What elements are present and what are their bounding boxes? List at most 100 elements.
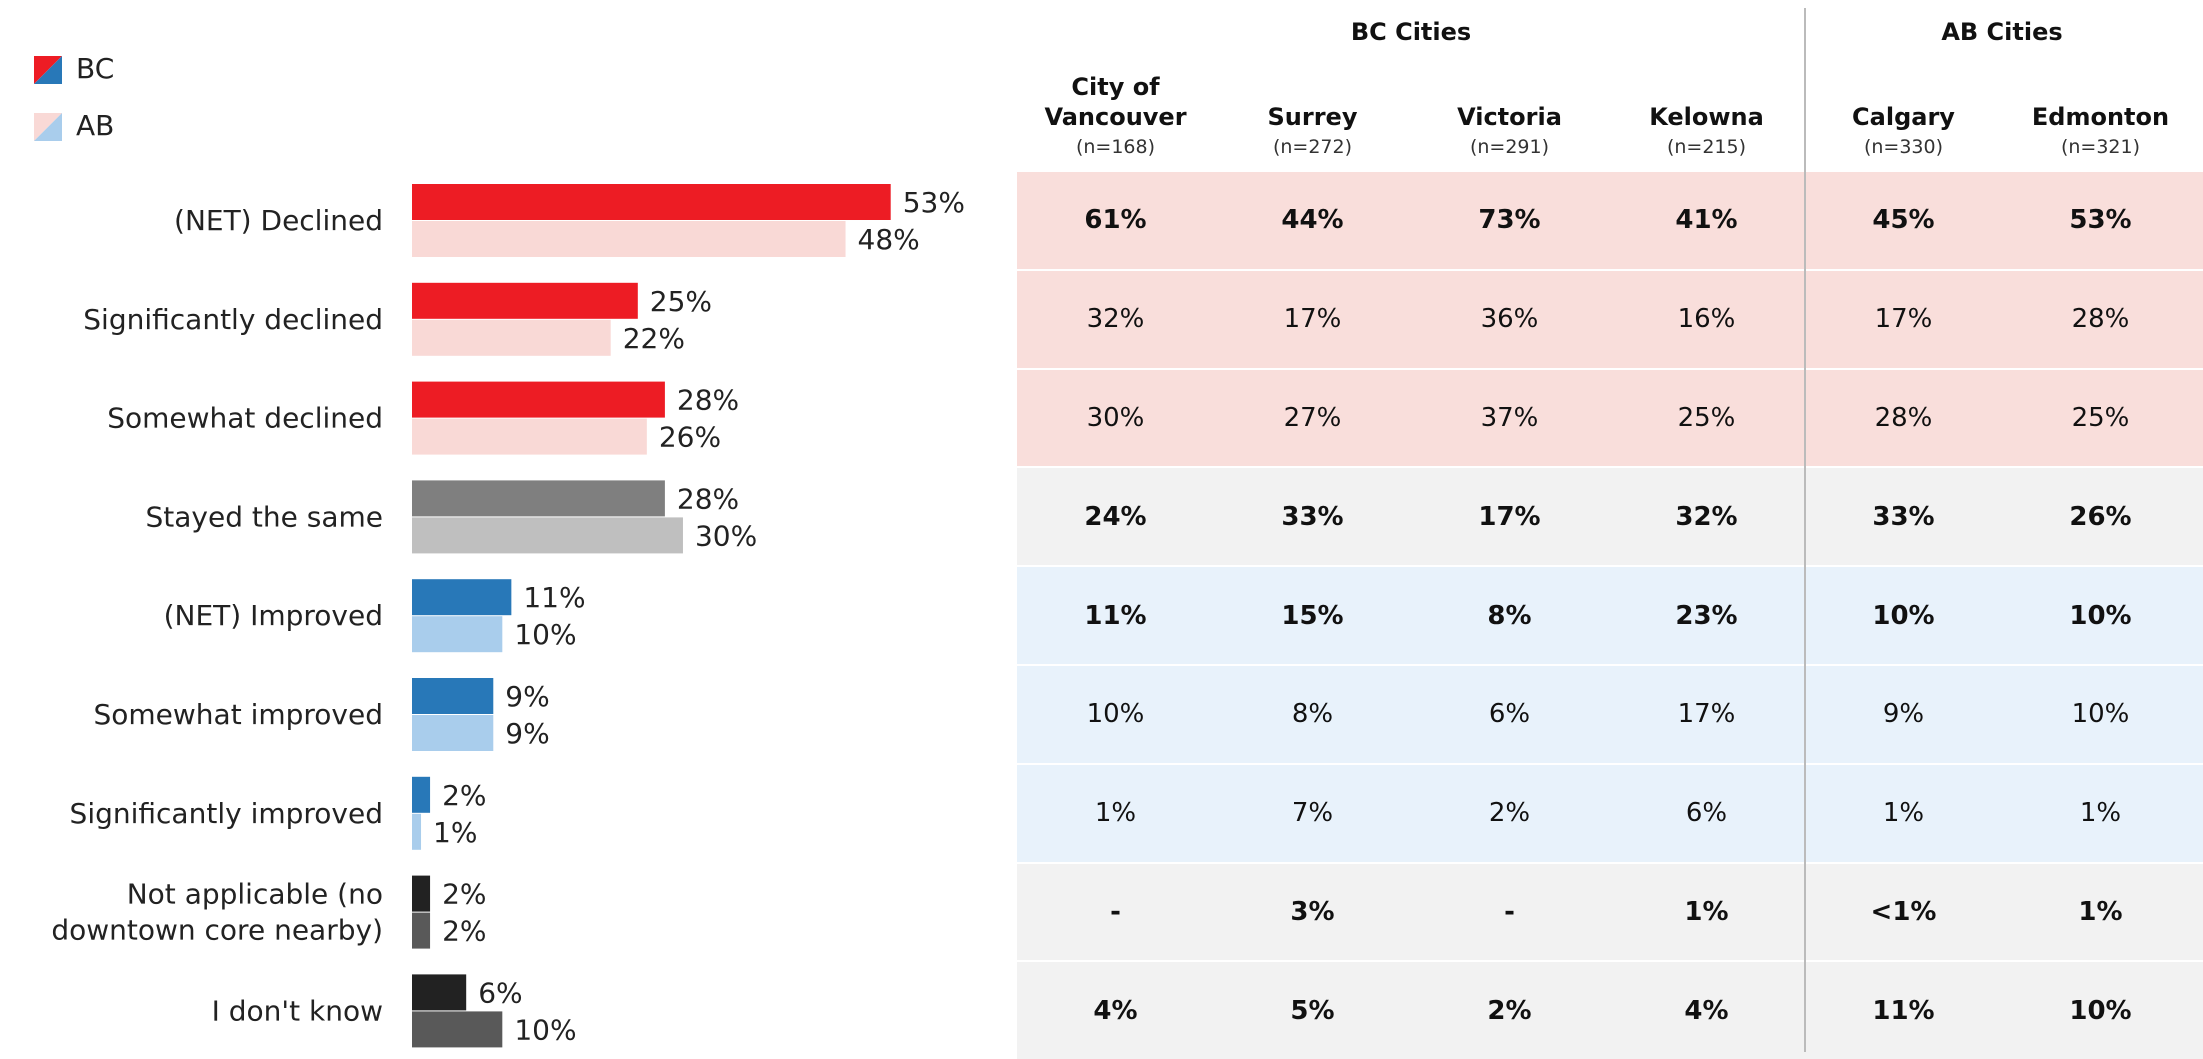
value-label: 25% (650, 285, 712, 318)
value-label: 53% (903, 186, 965, 219)
column-n: (n=321) (2060, 136, 2141, 158)
row-bg (1017, 863, 2203, 961)
row-bg (1017, 567, 2203, 664)
value-label: 11% (523, 581, 585, 614)
category-label: I don't know (212, 994, 383, 1027)
table-cell: 11% (1872, 995, 1935, 1026)
group-header: BC Cities (1350, 18, 1472, 46)
bar (412, 319, 611, 356)
table-cell: 36% (1480, 304, 1539, 335)
legend-label: BC (76, 52, 114, 85)
bar (412, 184, 891, 220)
column-header: Surrey (n=272) (1214, 54, 1411, 172)
table-cell: 28% (1874, 402, 1933, 433)
bar (412, 974, 467, 1011)
category-label-line: downtown core nearby) (51, 914, 383, 947)
bar (412, 875, 431, 912)
bar (412, 715, 494, 751)
value-label: 26% (659, 421, 721, 454)
table-cell: - (1504, 896, 1515, 927)
value-label: 2% (442, 779, 486, 812)
table-cell: 61% (1084, 205, 1147, 236)
row-bg (1017, 666, 2203, 763)
table-cell: 17% (1283, 304, 1342, 335)
table-cell: 4% (1093, 995, 1138, 1026)
value-label: 28% (677, 482, 739, 515)
column-name: Surrey (1267, 103, 1358, 131)
table-cell: 53% (2069, 205, 2132, 236)
table-cell: 25% (1677, 402, 1736, 433)
legend-swatch (34, 113, 62, 141)
table-cell: 24% (1084, 501, 1147, 532)
table-cell: 10% (2071, 699, 2130, 730)
legend-item: AB (34, 109, 114, 142)
table-cell: 17% (1874, 304, 1933, 335)
category-label: (NET) Declined (174, 204, 383, 237)
table-cell: 10% (1872, 600, 1935, 631)
table-cell: 10% (2069, 995, 2132, 1026)
table-cell: 2% (1488, 798, 1531, 829)
column-name: City of Vancouver (1044, 73, 1187, 131)
row-bg (1017, 962, 2203, 1059)
table-cell: 32% (1086, 304, 1145, 335)
column-n: (n=215) (1666, 136, 1747, 158)
bar (412, 381, 665, 418)
value-label: 48% (858, 223, 920, 256)
category-label: Somewhat declined (107, 402, 383, 435)
column-name: Edmonton (2031, 103, 2170, 131)
column-name: Calgary (1852, 103, 1955, 131)
table-cell: 10% (2069, 600, 2132, 631)
table-cell: 1% (2078, 896, 2123, 927)
table-cell: 30% (1086, 402, 1145, 433)
table-cell: 8% (1291, 699, 1334, 730)
category-label: Stayed the same (146, 500, 383, 533)
table-cell: 44% (1281, 205, 1344, 236)
value-label: 22% (623, 322, 685, 355)
bar (412, 282, 638, 319)
bar (412, 517, 683, 554)
value-label: 10% (514, 618, 576, 651)
table-cell: 1% (1684, 896, 1729, 927)
table-cell: 11% (1084, 600, 1147, 631)
row-bg (1017, 369, 2203, 467)
table-cell: 6% (1685, 798, 1728, 829)
category-label: Significantly improved (70, 797, 383, 830)
column-header: Kelowna (n=215) (1608, 54, 1805, 172)
column-header: Victoria (n=291) (1411, 54, 1608, 172)
table-cell: 23% (1675, 600, 1738, 631)
table-cell: 25% (2071, 402, 2130, 433)
value-label: 9% (505, 680, 549, 713)
value-label: 1% (433, 816, 477, 849)
table-cell: 2% (1487, 995, 1532, 1026)
chart: BC AB (NET) Declined 53% 48% Significantly de… (34, 52, 965, 1048)
value-label: 2% (442, 915, 486, 948)
category-label: (NET) Improved (164, 599, 383, 632)
column-n: (n=168) (1075, 136, 1156, 158)
group-header: AB Cities (1941, 18, 2063, 46)
column-n: (n=272) (1272, 136, 1353, 158)
table-cell: 5% (1290, 995, 1335, 1026)
value-label: 2% (442, 878, 486, 911)
value-label: 28% (677, 384, 739, 417)
table-cell: 1% (1882, 798, 1925, 829)
table-cell: 17% (1677, 699, 1736, 730)
value-label: 9% (505, 717, 549, 750)
table-cell: <1% (1870, 896, 1937, 927)
table-cell: 37% (1480, 402, 1539, 433)
bar (412, 418, 647, 455)
table-cell: 28% (2071, 304, 2130, 335)
bar (412, 678, 494, 714)
table-cell: 10% (1086, 699, 1145, 730)
column-name: Victoria (1457, 103, 1562, 131)
table-cell: 8% (1487, 600, 1532, 631)
legend-label: AB (76, 109, 114, 142)
column-n: (n=330) (1863, 136, 1944, 158)
bar (412, 776, 431, 813)
table-cell: 4% (1684, 995, 1729, 1026)
legend-item: BC (34, 52, 114, 85)
group-divider (1804, 8, 1806, 1052)
category-label: Significantly declined (83, 303, 383, 336)
value-label: 30% (695, 519, 757, 552)
row-bg (1017, 764, 2203, 862)
